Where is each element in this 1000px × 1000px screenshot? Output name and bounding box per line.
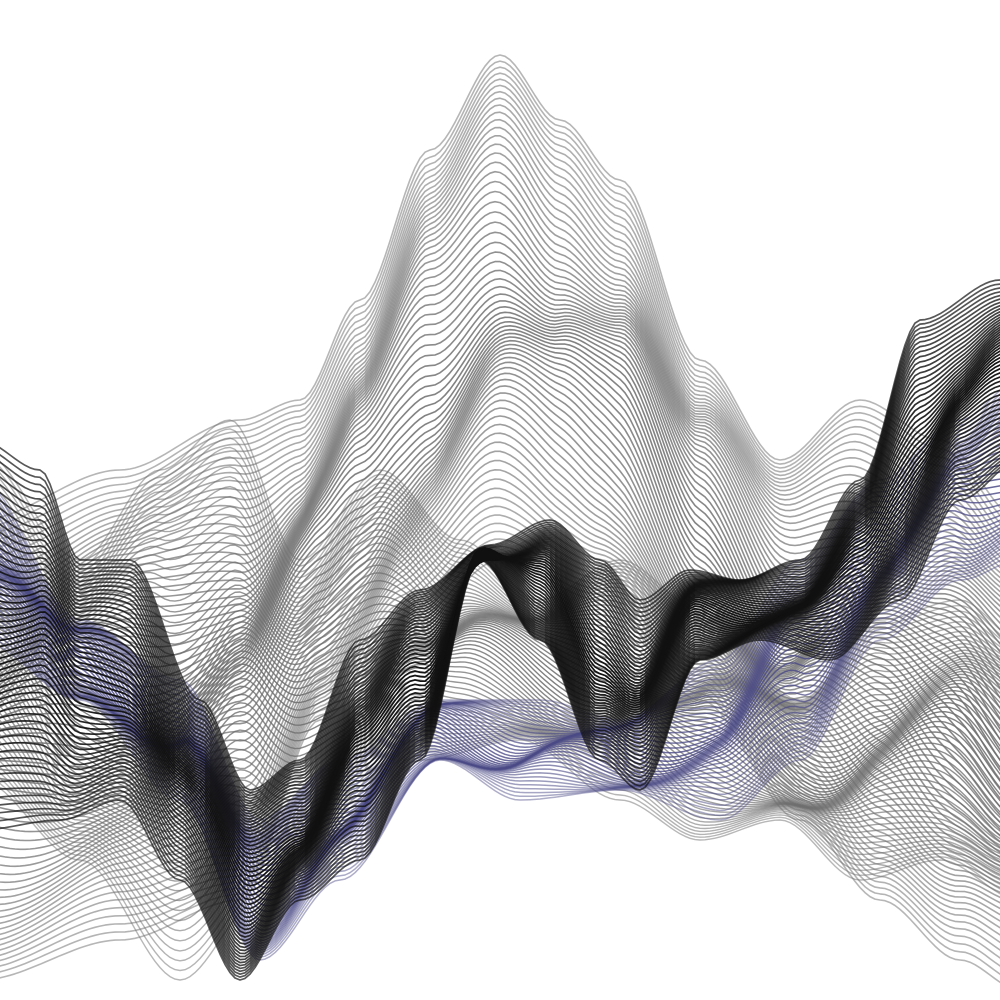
mid-gray-ribbon-line (0, 515, 1000, 712)
mid-gray-ribbon-line (0, 549, 1000, 724)
mid-gray-ribbon-line (0, 529, 1000, 716)
mid-gray-ribbon-line (0, 731, 1000, 932)
mid-gray-ribbon-line (0, 674, 1000, 840)
back-mountain-ribbon-line (0, 496, 1000, 936)
front-black-ribbon-line (0, 430, 1000, 949)
front-black-ribbon-line (0, 298, 1000, 805)
back-mountain-ribbon-line (0, 104, 1000, 581)
front-black-ribbon-line (0, 421, 1000, 942)
mid-gray-ribbon-line (0, 734, 1000, 952)
front-black-ribbon-line (0, 294, 1000, 802)
back-mountain-ribbon-line (0, 78, 1000, 548)
mid-gray-ribbon-line (0, 722, 1000, 912)
back-mountain-ribbon-line (0, 84, 1000, 556)
back-mountain-ribbon-line (0, 538, 1000, 962)
mid-gray-ribbon-line (0, 716, 1000, 902)
front-black-ribbon-line (0, 279, 1000, 791)
back-mountain-ribbon-line (0, 378, 1000, 854)
back-mountain-ribbon-line (0, 60, 1000, 525)
front-black-ribbon-line (0, 301, 1000, 807)
front-black-ribbon-line (0, 434, 1000, 952)
front-black-ribbon-line (0, 426, 1000, 945)
mid-gray-ribbon-line (0, 739, 1000, 981)
back-mountain-ribbon-line (0, 441, 1000, 899)
mid-gray-ribbon-line (0, 693, 1000, 864)
back-mountain-ribbon-line (0, 90, 1000, 564)
back-mountain-ribbon-line (0, 530, 1000, 957)
mid-gray-ribbon-line (0, 735, 1000, 962)
mid-gray-ribbon-line (0, 535, 1000, 718)
front-black-ribbon (0, 279, 1000, 981)
mid-gray-ribbon-line (0, 699, 1000, 873)
mid-gray-ribbon-line (0, 495, 1000, 710)
mid-gray-ribbon-line (0, 651, 1000, 819)
mid-gray-ribbon-line (0, 710, 1000, 892)
front-black-ribbon-line (0, 442, 1000, 958)
mid-gray-ribbon-line (0, 542, 1000, 721)
back-mountain-ribbon-line (0, 111, 1000, 589)
front-black-ribbon-line (0, 417, 1000, 938)
back-mountain-ribbon-line (0, 66, 1000, 533)
back-mountain-ribbon-line (0, 514, 1000, 946)
front-black-ribbon-line (0, 283, 1000, 794)
mid-gray-ribbon-line (0, 522, 1000, 714)
mid-gray-ribbon-line (0, 505, 1000, 711)
back-mountain-ribbon-line (0, 118, 1000, 597)
front-black-ribbon-line (0, 469, 1000, 981)
front-black-ribbon-line (0, 287, 1000, 797)
front-black-ribbon-line (0, 291, 1000, 800)
mid-gray-ribbon-line (0, 485, 1000, 709)
back-mountain-ribbon-line (0, 505, 1000, 941)
back-mountain-ribbon-line (0, 54, 1000, 519)
mid-gray-ribbon-line (0, 628, 1000, 801)
back-mountain-ribbon-line (0, 522, 1000, 951)
front-black-ribbon-line (0, 438, 1000, 955)
